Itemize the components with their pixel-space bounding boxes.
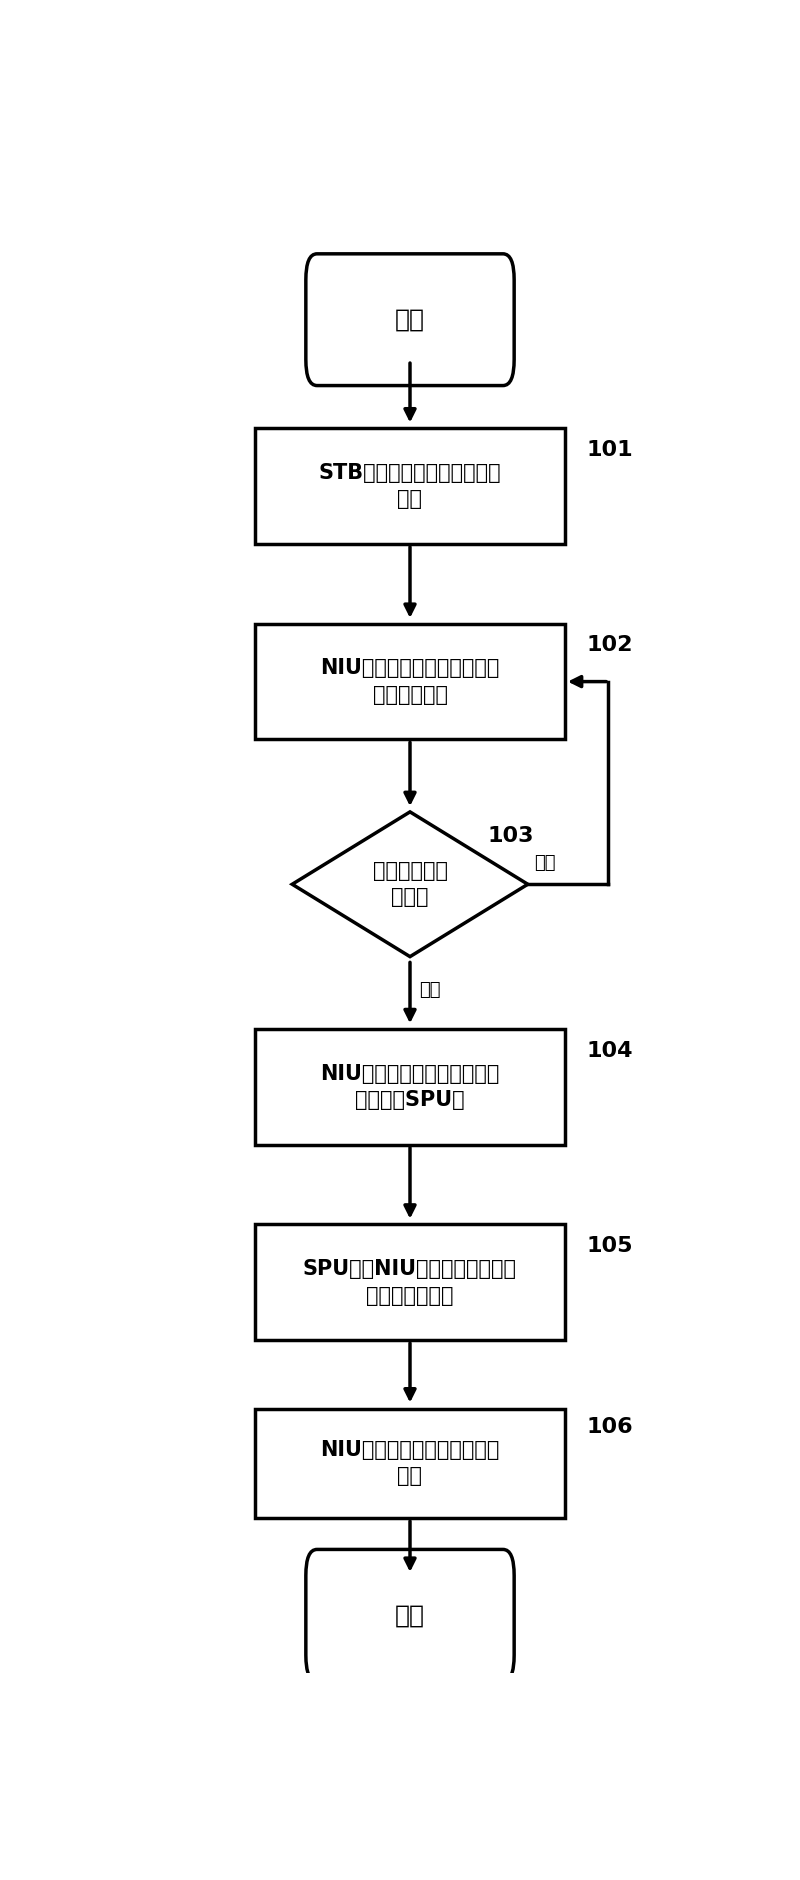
Text: 失败: 失败 bbox=[419, 981, 441, 998]
Text: 103: 103 bbox=[487, 827, 534, 846]
Text: SPU通知NIU外该信令报文建立
相应的信令链路: SPU通知NIU外该信令报文建立 相应的信令链路 bbox=[303, 1260, 517, 1305]
Text: 成功: 成功 bbox=[534, 854, 555, 872]
FancyBboxPatch shape bbox=[306, 1549, 514, 1681]
Bar bbox=[255, 1408, 565, 1517]
Bar bbox=[255, 429, 565, 543]
Text: 105: 105 bbox=[586, 1237, 634, 1256]
Text: STB向流媒体服务器发起注册
请求: STB向流媒体服务器发起注册 请求 bbox=[318, 462, 502, 509]
Text: 106: 106 bbox=[586, 1418, 634, 1436]
Text: NIU将查表失败的信令报文分
发到多个SPU上: NIU将查表失败的信令报文分 发到多个SPU上 bbox=[320, 1064, 500, 1109]
Text: 104: 104 bbox=[586, 1042, 634, 1060]
Bar bbox=[255, 624, 565, 739]
Text: NIU为该报文建立相应的信令
链路: NIU为该报文建立相应的信令 链路 bbox=[320, 1440, 500, 1487]
Text: 是否存在相应
的链路: 是否存在相应 的链路 bbox=[373, 861, 447, 908]
Text: 102: 102 bbox=[586, 635, 634, 656]
Polygon shape bbox=[292, 812, 528, 957]
Text: 101: 101 bbox=[586, 440, 634, 461]
Bar bbox=[255, 1028, 565, 1145]
FancyBboxPatch shape bbox=[306, 254, 514, 385]
Bar bbox=[255, 1224, 565, 1340]
Text: 开始: 开始 bbox=[395, 308, 425, 331]
Text: NIU对接收的信令报文经解析
得到索引信息: NIU对接收的信令报文经解析 得到索引信息 bbox=[320, 658, 500, 705]
Text: 结束: 结束 bbox=[395, 1604, 425, 1628]
